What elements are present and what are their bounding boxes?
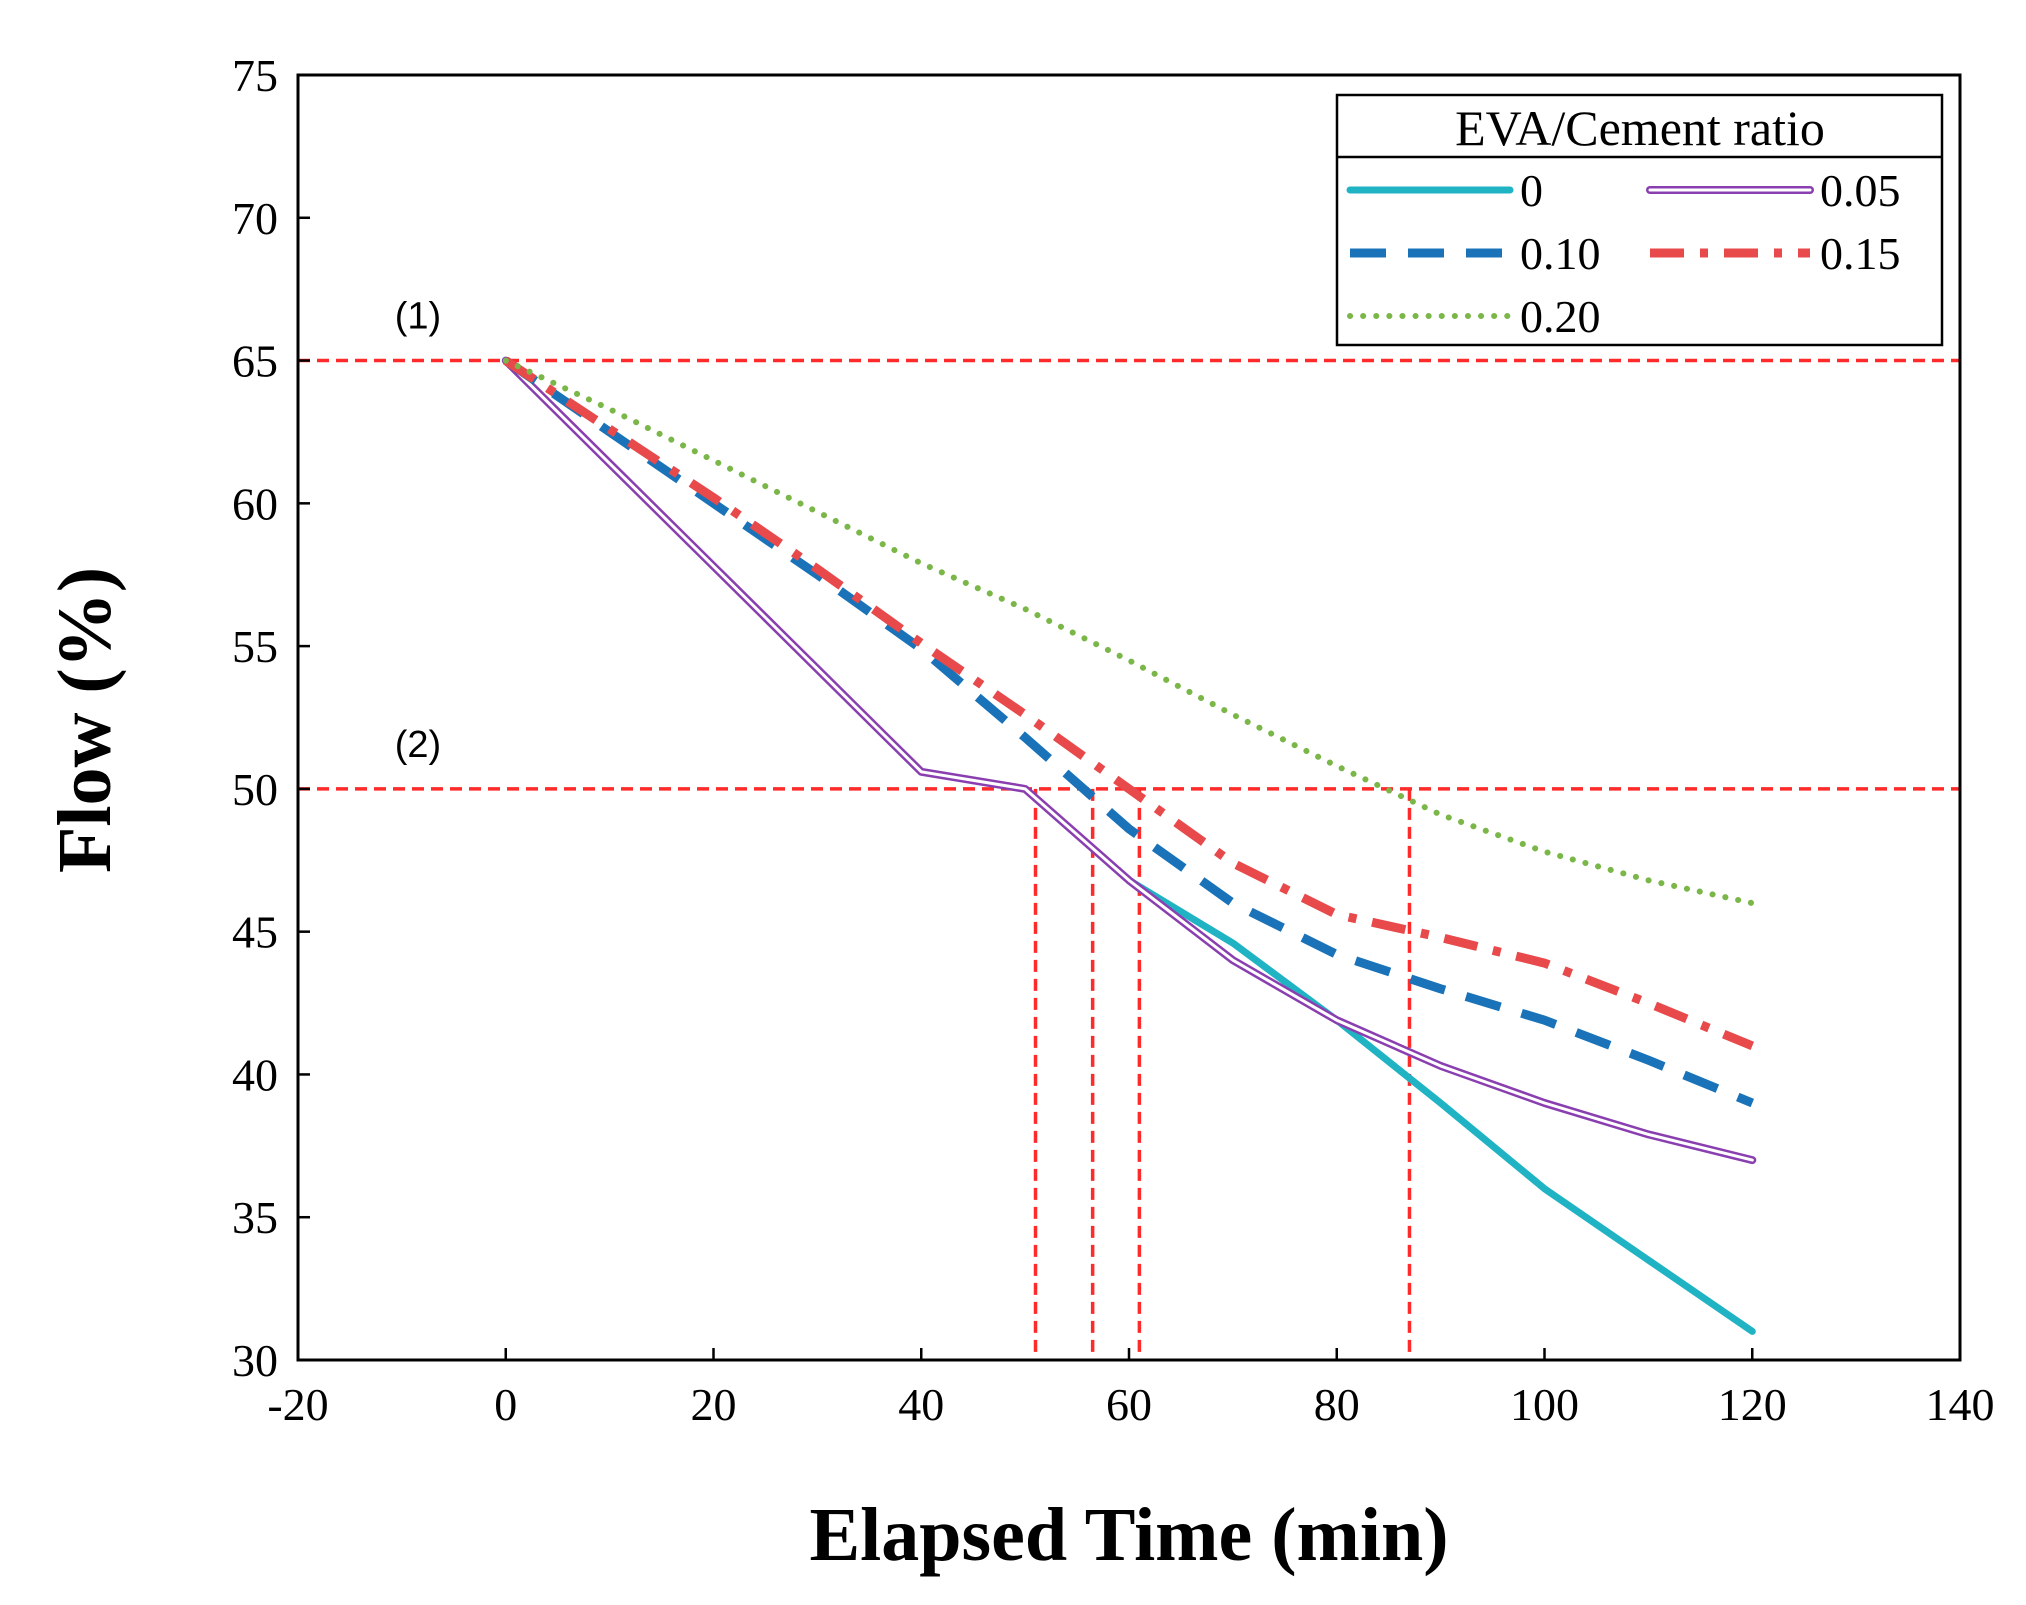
reference-label: (2) — [395, 724, 441, 766]
reference-lines: (1) (2) — [298, 296, 1960, 1360]
x-tick-label: 20 — [691, 1379, 737, 1430]
legend-label: 0.15 — [1820, 228, 1901, 279]
series-line-0_05-inner — [504, 359, 1754, 1162]
x-tick-label: 140 — [1926, 1379, 1995, 1430]
legend: EVA/Cement ratio 0 0.05 0.10 0.15 0.20 — [1335, 93, 1944, 347]
y-tick-label: 50 — [232, 764, 278, 815]
x-tick-label: 120 — [1718, 1379, 1787, 1430]
series-line-0_10 — [503, 356, 1755, 1108]
y-tick-label: 55 — [232, 621, 278, 672]
y-tick-label: 65 — [232, 336, 278, 387]
data-series — [501, 356, 1757, 1335]
reference-label: (1) — [395, 296, 441, 338]
x-axis-title: Elapsed Time (min) — [809, 1493, 1448, 1577]
x-tick-label: 40 — [898, 1379, 944, 1430]
series-line-0_20 — [502, 357, 1756, 907]
legend-label: 0.20 — [1520, 291, 1601, 342]
legend-label: 0.10 — [1520, 228, 1601, 279]
series-line-0_15 — [503, 356, 1755, 1051]
x-tick-label: -20 — [267, 1379, 328, 1430]
y-tick-label: 35 — [232, 1192, 278, 1243]
axis-ticks: -20 0 20 40 60 80 100 120 140 30 35 40 45 50 55 60 65 70 7… — [232, 50, 1995, 1430]
y-tick-label: 70 — [232, 193, 278, 244]
x-tick-label: 100 — [1510, 1379, 1579, 1430]
legend-label: 0 — [1520, 165, 1543, 216]
y-tick-label: 30 — [232, 1335, 278, 1386]
x-tick-label: 60 — [1106, 1379, 1152, 1430]
y-tick-label: 40 — [232, 1049, 278, 1100]
x-tick-label: 80 — [1314, 1379, 1360, 1430]
y-axis-title: Flow (%) — [43, 567, 127, 873]
legend-box — [1335, 93, 1944, 347]
y-tick-label: 75 — [232, 50, 278, 101]
x-tick-label: 0 — [494, 1379, 517, 1430]
legend-label: 0.05 — [1820, 165, 1901, 216]
y-tick-label: 45 — [232, 907, 278, 958]
legend-title: EVA/Cement ratio — [1455, 100, 1825, 156]
y-tick-label: 60 — [232, 478, 278, 529]
